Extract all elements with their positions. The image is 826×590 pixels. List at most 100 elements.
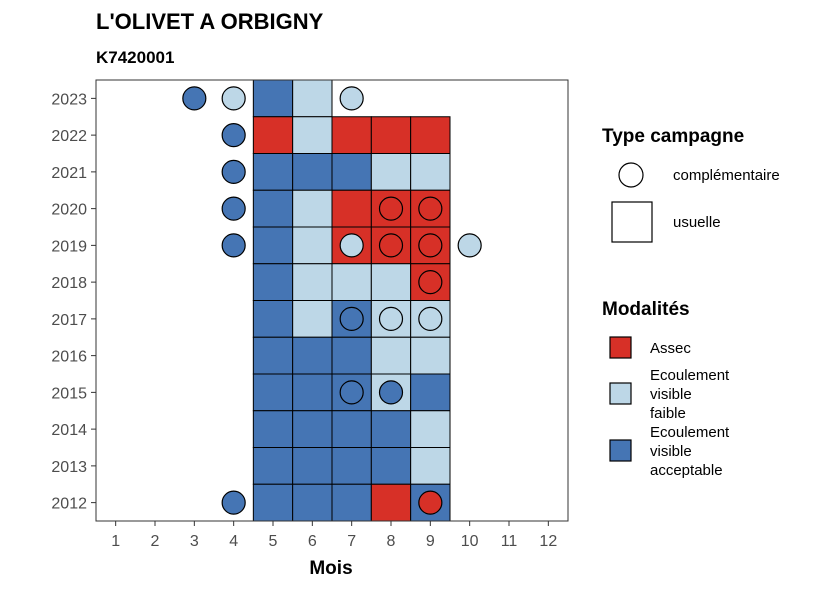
x-tick-label-8: 8 [387, 533, 396, 550]
cell-2012-5-ecoulement-visible-acceptable [252, 483, 294, 522]
plot-border [95, 79, 569, 522]
legend-label-line: visible [650, 386, 692, 403]
y-tick-label-2017: 2017 [51, 312, 87, 329]
cell-2019-5-ecoulement-visible-acceptable [252, 226, 294, 265]
complementary-points [182, 86, 482, 515]
point-2012-4-ecoulement-visible-acceptable [221, 490, 246, 515]
cell-2018-8-ecoulement-visible-faible [370, 263, 412, 301]
legend-label-line: Ecoulement [650, 424, 730, 441]
cell-2013-5-ecoulement-visible-acceptable [252, 447, 294, 485]
cell-2012-6-ecoulement-visible-acceptable [292, 483, 333, 522]
point-2012-9-assec [418, 490, 443, 515]
x-tick-label-1: 1 [111, 533, 120, 550]
plot-area [95, 79, 569, 522]
legend-type-complementaire: complémentaire [673, 167, 780, 184]
cell-2021-9-ecoulement-visible-faible [410, 153, 451, 191]
legend-label-ecoulement-visible-acceptable: Ecoulement visible acceptable [650, 424, 730, 479]
point-2022-4-ecoulement-visible-acceptable [221, 123, 246, 148]
x-tick-label-2: 2 [151, 533, 160, 550]
cell-2018-5-ecoulement-visible-acceptable [252, 263, 294, 301]
cell-2013-6-ecoulement-visible-acceptable [292, 447, 333, 485]
cell-2014-6-ecoulement-visible-acceptable [292, 410, 333, 448]
legend-label-line: Assec [650, 340, 691, 357]
cell-2016-5-ecoulement-visible-acceptable [252, 336, 294, 375]
y-tick-label-2014: 2014 [51, 422, 87, 439]
x-tick-label-9: 9 [426, 533, 435, 550]
point-2015-7-ecoulement-visible-acceptable [339, 380, 364, 405]
point-2019-10-ecoulement-visible-faible [457, 233, 482, 258]
cell-2021-5-ecoulement-visible-acceptable [252, 153, 294, 191]
legend-swatch-ecoulement-visible-faible [609, 382, 632, 405]
cell-2014-5-ecoulement-visible-acceptable [252, 410, 294, 448]
x-tick-label-12: 12 [539, 533, 557, 550]
cell-2017-5-ecoulement-visible-acceptable [252, 300, 294, 338]
cell-2014-8-ecoulement-visible-acceptable [370, 410, 412, 448]
legend-type-title: Type campagne [602, 126, 744, 147]
cell-2021-6-ecoulement-visible-acceptable [292, 153, 333, 191]
cell-2022-7-assec [331, 116, 372, 154]
cell-2015-9-ecoulement-visible-acceptable [410, 373, 451, 412]
legend-label-line: acceptable [650, 462, 723, 479]
y-tick-label-2015: 2015 [51, 385, 87, 402]
point-2023-7-ecoulement-visible-faible [339, 86, 364, 111]
y-tick-label-2013: 2013 [51, 459, 87, 476]
cell-2020-6-ecoulement-visible-faible [292, 189, 333, 228]
cell-2022-5-assec [252, 116, 294, 154]
cell-2022-9-assec [410, 116, 451, 154]
legend-label-assec: Assec [650, 340, 691, 357]
legend: Type campagne complémentaire usuelle Mod… [602, 126, 780, 479]
cell-2014-7-ecoulement-visible-acceptable [331, 410, 372, 448]
cell-2014-9-ecoulement-visible-faible [410, 410, 451, 448]
point-2018-9-assec [418, 270, 443, 295]
cell-2023-6-ecoulement-visible-faible [292, 79, 333, 118]
point-2020-9-assec [418, 196, 443, 221]
point-2023-4-ecoulement-visible-faible [221, 86, 246, 111]
y-tick-label-2019: 2019 [51, 238, 87, 255]
point-2020-8-assec [378, 196, 404, 221]
cell-2016-8-ecoulement-visible-faible [370, 336, 412, 375]
y-tick-label-2016: 2016 [51, 349, 87, 366]
cell-2021-8-ecoulement-visible-faible [370, 153, 412, 191]
cell-2012-8-assec [370, 483, 412, 522]
y-axis: 2012 2013 2014 2015 2016 2017 2018 2019 2020 2021… [51, 91, 96, 513]
point-2019-4-ecoulement-visible-acceptable [221, 233, 246, 258]
point-2017-8-ecoulement-visible-faible [378, 306, 404, 331]
chart-title: L'OLIVET A ORBIGNY [96, 9, 324, 34]
chart-subtitle: K7420001 [96, 48, 174, 67]
cell-2016-6-ecoulement-visible-acceptable [292, 336, 333, 375]
x-axis: 1 2 3 4 5 6 7 8 9 10 11 12 [111, 521, 557, 550]
point-2019-9-assec [418, 233, 443, 258]
cell-2012-7-ecoulement-visible-acceptable [331, 483, 372, 522]
x-tick-label-5: 5 [269, 533, 278, 550]
legend-label-line: faible [650, 405, 686, 422]
legend-circle-key [618, 162, 644, 188]
y-tick-label-2023: 2023 [51, 91, 87, 108]
legend-label-ecoulement-visible-faible: Ecoulement visible faible [650, 367, 730, 422]
cell-2022-6-ecoulement-visible-faible [292, 116, 333, 154]
cell-2019-6-ecoulement-visible-faible [292, 226, 333, 265]
cell-2018-6-ecoulement-visible-faible [292, 263, 333, 301]
point-2017-9-ecoulement-visible-faible [418, 306, 443, 331]
legend-label-line: Ecoulement [650, 367, 730, 384]
cell-2015-6-ecoulement-visible-acceptable [292, 373, 333, 412]
point-2021-4-ecoulement-visible-acceptable [221, 159, 246, 184]
cell-2020-7-assec [331, 189, 372, 228]
legend-modalites-items: Assec Ecoulement visible faible Ecoulement vi… [609, 336, 730, 479]
legend-modalites-title: Modalités [602, 299, 690, 320]
point-2019-8-assec [378, 233, 404, 258]
cell-2017-6-ecoulement-visible-faible [292, 300, 333, 338]
cell-2023-5-ecoulement-visible-acceptable [252, 79, 294, 118]
cell-2022-8-assec [370, 116, 412, 154]
y-tick-label-2022: 2022 [51, 128, 87, 145]
cell-2015-5-ecoulement-visible-acceptable [252, 373, 294, 412]
cell-2013-7-ecoulement-visible-acceptable [331, 447, 372, 485]
legend-swatch-ecoulement-visible-acceptable [609, 439, 632, 462]
cell-2016-9-ecoulement-visible-faible [410, 336, 451, 375]
point-2019-7-ecoulement-visible-faible [339, 233, 364, 258]
legend-label-line: visible [650, 443, 692, 460]
point-2017-7-ecoulement-visible-acceptable [339, 306, 364, 331]
x-tick-label-11: 11 [501, 533, 518, 550]
cell-2013-8-ecoulement-visible-acceptable [370, 447, 412, 485]
x-tick-label-7: 7 [347, 533, 356, 550]
